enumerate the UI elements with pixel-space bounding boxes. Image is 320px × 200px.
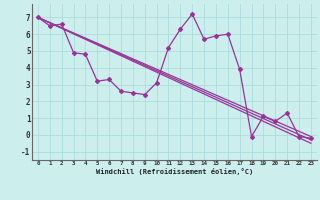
X-axis label: Windchill (Refroidissement éolien,°C): Windchill (Refroidissement éolien,°C)	[96, 168, 253, 175]
